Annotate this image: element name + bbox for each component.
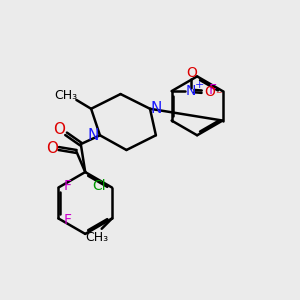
Text: O: O <box>186 66 197 80</box>
Text: F: F <box>64 179 72 193</box>
Text: O: O <box>204 85 215 99</box>
Text: O: O <box>46 141 58 156</box>
Text: F: F <box>208 82 216 97</box>
Text: F: F <box>64 213 72 227</box>
Text: N: N <box>151 101 162 116</box>
Text: N: N <box>186 83 196 98</box>
Text: +: + <box>194 80 204 90</box>
Text: Cl: Cl <box>92 179 106 193</box>
Text: CH₃: CH₃ <box>55 89 78 102</box>
Text: N: N <box>88 128 99 143</box>
Text: CH₃: CH₃ <box>86 230 109 244</box>
Text: O: O <box>53 122 65 137</box>
Text: ⁻: ⁻ <box>215 90 222 103</box>
